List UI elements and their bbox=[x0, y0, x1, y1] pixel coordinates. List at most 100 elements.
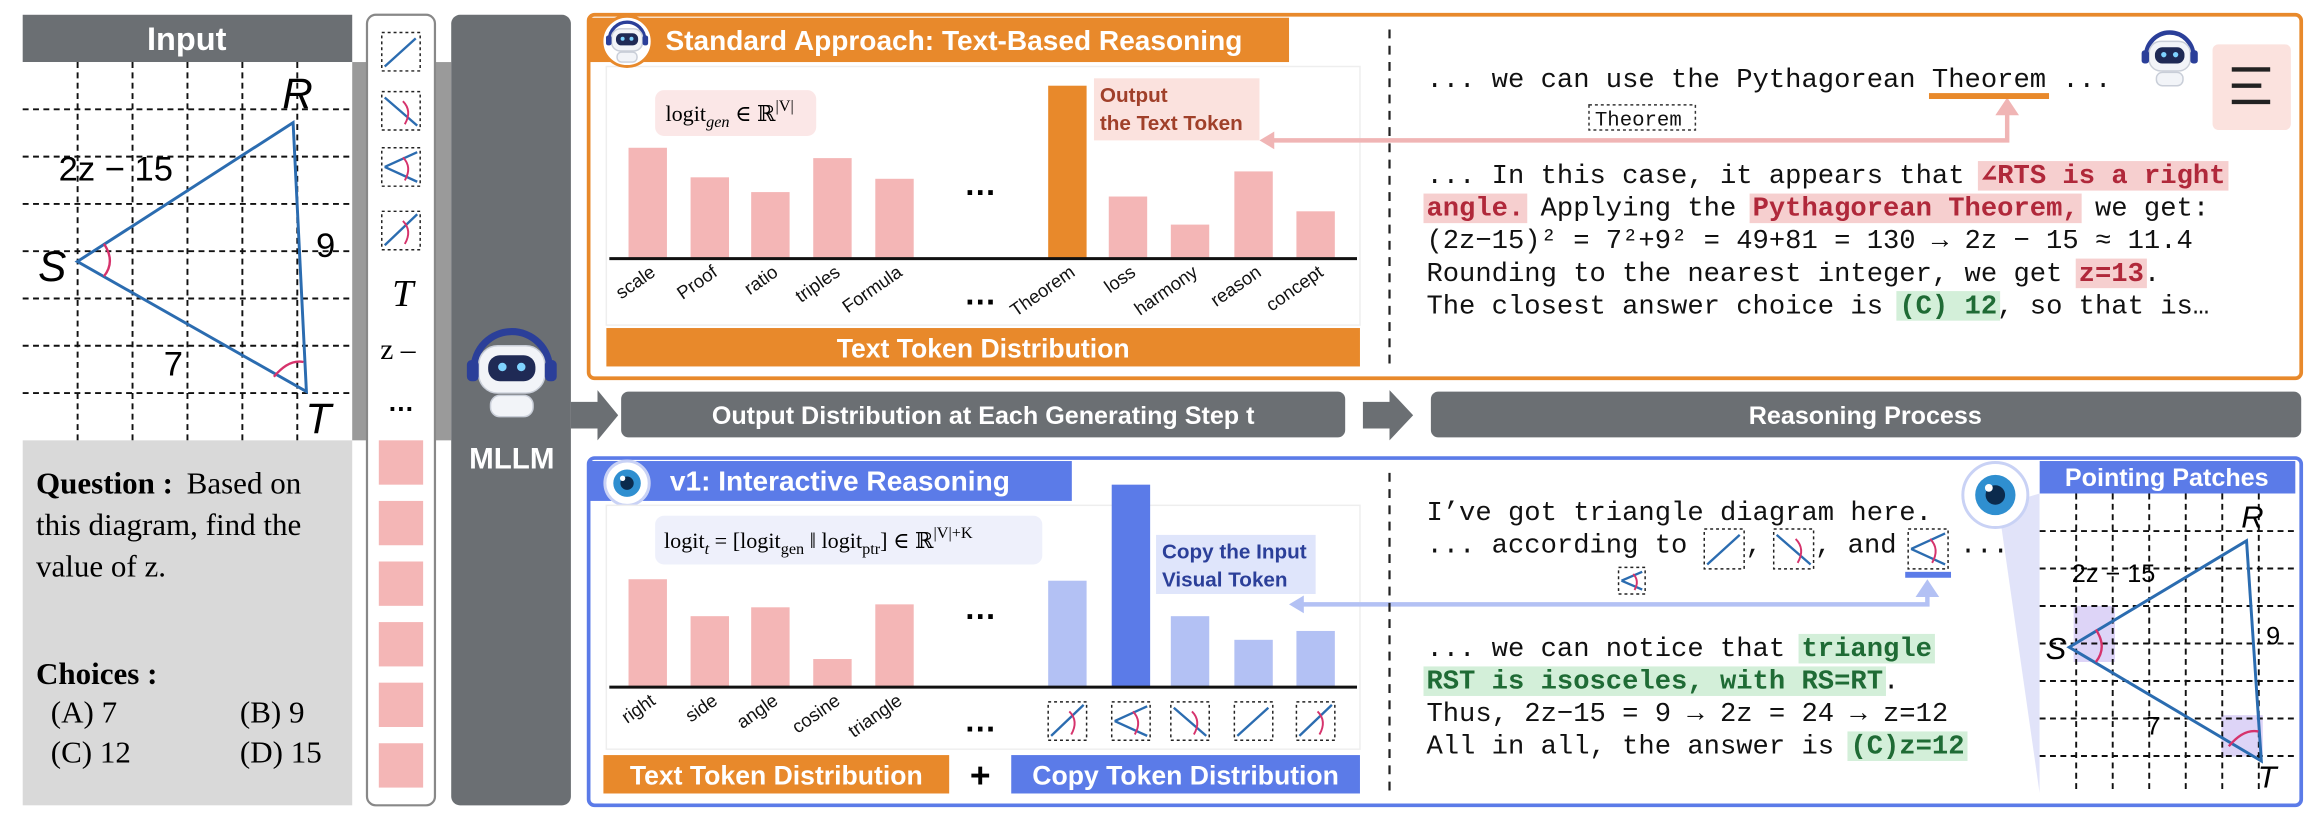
face bbox=[488, 355, 536, 382]
logit-bar bbox=[875, 604, 914, 688]
choice: (A) 7 bbox=[51, 695, 117, 730]
reasoning-bar bbox=[1430, 391, 2302, 438]
text: ... In this case, it appears that bbox=[1426, 161, 1980, 192]
pointer-bar bbox=[1296, 630, 1335, 688]
text: . bbox=[2144, 259, 2160, 290]
angle-arc bbox=[102, 243, 112, 278]
patch-stroke bbox=[1236, 706, 1270, 737]
patch-stroke bbox=[384, 165, 418, 183]
reasoning-line: ... we can use the Pythagorean Theorem .… bbox=[1426, 65, 2111, 96]
reasoning-label: Reasoning Process bbox=[1749, 402, 1982, 430]
logit-sup: |V| bbox=[775, 97, 793, 115]
logit-box bbox=[655, 90, 817, 136]
token-square bbox=[378, 743, 424, 788]
logit-sub: gen bbox=[706, 113, 729, 131]
token-square bbox=[378, 440, 424, 485]
pointer-bar bbox=[1048, 580, 1087, 688]
vertex-label: R bbox=[2241, 500, 2263, 535]
annotation-box bbox=[1093, 78, 1260, 141]
model-name: MLLM bbox=[469, 442, 554, 475]
question-line: Based on bbox=[187, 466, 302, 501]
logit-bar bbox=[1048, 85, 1087, 259]
side-label: 9 bbox=[2266, 622, 2280, 650]
side-label: 7 bbox=[2146, 712, 2160, 740]
arrow bbox=[570, 390, 619, 441]
ear bbox=[605, 35, 612, 46]
patch-arc bbox=[1316, 710, 1324, 736]
reasoning-line: RST is isosceles, with RS=RT. bbox=[1426, 667, 1899, 698]
question-line: value of z. bbox=[36, 548, 166, 583]
inline-patches bbox=[1617, 528, 1952, 595]
patch-arc bbox=[402, 100, 410, 125]
annotation: Visual Token bbox=[1162, 569, 1288, 592]
logit-sub: t bbox=[705, 540, 710, 558]
highlight: RST is isosceles, with RS=RT bbox=[1426, 667, 1883, 698]
text: ... we can notice that bbox=[1426, 634, 1801, 665]
pointing-diagram: R S T 2z − 15 9 7 bbox=[2039, 493, 2296, 795]
annotation: the Text Token bbox=[1100, 112, 1243, 135]
arrow-head bbox=[1289, 595, 1304, 614]
reasoning: I’ve got triangle diagram here. ... acco… bbox=[1423, 498, 2009, 763]
token-square bbox=[378, 561, 424, 606]
highlight-bg bbox=[1423, 666, 1886, 696]
reasoning-line: ... according to, , and... bbox=[1426, 531, 2008, 562]
vertex-label: S bbox=[38, 243, 66, 290]
token-square bbox=[378, 622, 424, 667]
text: , bbox=[1746, 531, 1762, 562]
angle-arc bbox=[272, 360, 304, 378]
ear bbox=[2141, 50, 2150, 64]
reasoning-line: angle. Applying the Pythagorean Theorem,… bbox=[1426, 194, 2209, 225]
patch-stroke bbox=[1910, 532, 1946, 551]
logit-bar bbox=[875, 178, 914, 259]
text: ... according to bbox=[1426, 531, 1687, 562]
body bbox=[616, 51, 638, 63]
distribution-label: Copy Token Distribution bbox=[1032, 761, 1339, 791]
question-label: Question : bbox=[36, 466, 173, 501]
text: Rounding to the nearest integer, we get bbox=[1426, 259, 2078, 290]
strip-patch: z – bbox=[380, 334, 416, 366]
distribution-label: Text Token Distribution bbox=[630, 761, 923, 791]
reasoning-line: Rounding to the nearest integer, we get … bbox=[1426, 259, 2160, 290]
angle-arc bbox=[2094, 628, 2103, 663]
bars: right side angle cosine triangle bbox=[609, 484, 1358, 741]
annotation: Output bbox=[1100, 84, 1168, 107]
standard-title: Standard Approach: Text-Based Reasoning bbox=[665, 25, 1242, 56]
face bbox=[615, 33, 639, 46]
pointing-title: Pointing Patches bbox=[2065, 464, 2269, 492]
logit-part: ] ∈ ℝ bbox=[880, 528, 934, 553]
triangle bbox=[74, 120, 309, 395]
patch-stroke bbox=[1298, 703, 1333, 737]
logit-bar bbox=[1170, 224, 1210, 259]
ellipsis: … bbox=[964, 275, 997, 311]
vertex-label: S bbox=[2046, 631, 2067, 666]
text: Thus, 2z−15 = 9 → 2z = 24 → z=12 bbox=[1426, 699, 1948, 730]
logit-sub: ptr bbox=[862, 540, 881, 558]
question-panel bbox=[22, 440, 353, 806]
angle-arc bbox=[2227, 729, 2259, 747]
eye bbox=[2172, 52, 2179, 58]
text: I’ve got triangle diagram here. bbox=[1426, 498, 1931, 529]
highlight-bg bbox=[2075, 258, 2147, 289]
step-label: Output Distribution at Each Generating S… bbox=[712, 402, 1255, 430]
logit-part: = [logit bbox=[709, 528, 781, 553]
logit-bar bbox=[628, 579, 667, 688]
patch-stroke bbox=[1050, 703, 1085, 737]
annotation-box bbox=[1156, 534, 1316, 595]
logit-bar bbox=[751, 607, 790, 688]
v1-title: v1: Interactive Reasoning bbox=[670, 466, 1010, 497]
ellipsis: … bbox=[964, 590, 997, 626]
text: , so that is… bbox=[1997, 291, 2209, 322]
text: . bbox=[1883, 667, 1899, 698]
strip-icons bbox=[378, 31, 424, 788]
logit-part: ‖ logit bbox=[804, 528, 863, 553]
ear bbox=[642, 35, 649, 46]
patch-arc bbox=[1929, 538, 1937, 564]
question-line: this diagram, find the bbox=[36, 507, 301, 542]
distribution-bar bbox=[606, 328, 1360, 367]
highlight-bg bbox=[1423, 193, 1528, 224]
vertex-label: T bbox=[305, 395, 334, 442]
input-header bbox=[22, 14, 353, 63]
token-box-label: Theorem bbox=[1595, 110, 1682, 133]
connector bbox=[352, 62, 367, 441]
side-label: 7 bbox=[164, 345, 183, 383]
